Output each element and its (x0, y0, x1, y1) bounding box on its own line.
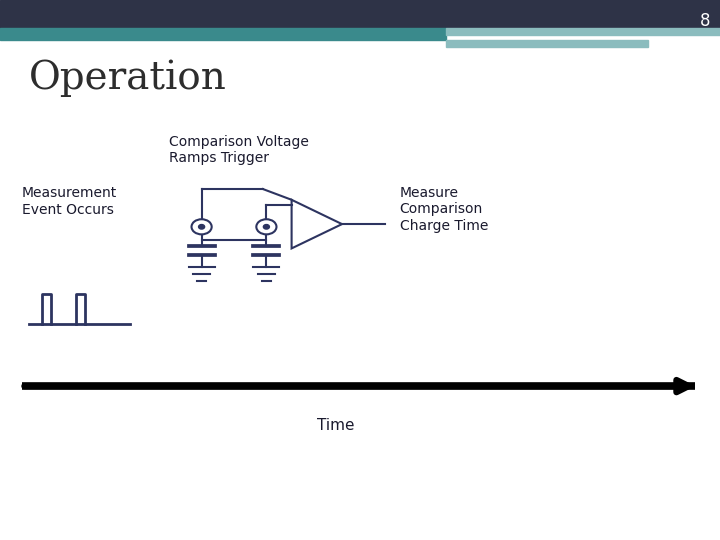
Text: Measurement
Event Occurs: Measurement Event Occurs (22, 186, 117, 217)
Bar (446, 40, 648, 47)
Bar (0, 28, 446, 40)
Circle shape (264, 225, 269, 229)
Circle shape (256, 219, 276, 234)
Bar (446, 28, 720, 35)
Circle shape (199, 225, 204, 229)
Text: Measure
Comparison
Charge Time: Measure Comparison Charge Time (400, 186, 488, 233)
Text: Time: Time (317, 418, 354, 434)
Circle shape (192, 219, 212, 234)
Text: Comparison Voltage
Ramps Trigger: Comparison Voltage Ramps Trigger (169, 135, 309, 165)
Bar (0, 0, 720, 28)
Text: Operation: Operation (29, 59, 227, 97)
Text: 8: 8 (700, 12, 711, 30)
